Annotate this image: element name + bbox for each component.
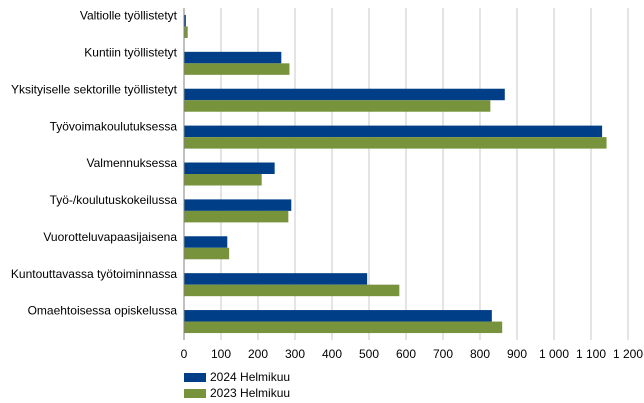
category-label: Yksityiselle sektorille työllistetyt <box>11 82 178 96</box>
category-label: Vuorotteluvapaasijaisena <box>43 230 177 244</box>
legend-label: 2024 Helmikuu <box>210 370 290 384</box>
bar-series-1 <box>184 14 186 27</box>
category-label: Kuntouttavassa työtoiminnassa <box>11 267 177 281</box>
category-label: Työvoimakoulutuksessa <box>50 119 178 133</box>
x-tick-labels: 0 100 200 300 400 500 600 700 800 900 1 000 1 100 1 … <box>181 347 644 361</box>
x-tick-label: 500 <box>359 347 379 361</box>
x-tick-label: 1 000 <box>539 347 569 361</box>
legend-label: 2023 Helmikuu <box>210 386 290 400</box>
bar-series-1 <box>184 236 228 248</box>
bar-series-2 <box>184 210 289 223</box>
bar-series-1 <box>184 162 275 174</box>
x-tick-label: 800 <box>470 347 490 361</box>
x-tick-label: 1 100 <box>576 347 606 361</box>
category-labels: Valtiolle työllistetyt Kuntiin työllistet… <box>11 9 178 318</box>
category-label: Valmennuksessa <box>87 156 178 170</box>
x-tick-label: 700 <box>433 347 453 361</box>
legend-swatch <box>184 389 206 398</box>
x-tick-label: 900 <box>507 347 527 361</box>
category-label: Omaehtoisessa opiskelussa <box>28 304 178 318</box>
bar-series-1 <box>184 88 505 101</box>
x-tick-label: 600 <box>396 347 416 361</box>
x-tick-label: 0 <box>181 347 188 361</box>
bar-series-1 <box>184 125 603 138</box>
category-label: Valtiolle työllistetyt <box>80 9 178 23</box>
bar-series-1 <box>184 310 492 322</box>
category-label: Kuntiin työllistetyt <box>84 46 177 60</box>
bar-series-1 <box>184 273 368 285</box>
legend: 2024 Helmikuu 2023 Helmikuu <box>184 370 290 400</box>
bar-series-2 <box>184 284 400 297</box>
category-label: Työ-/koulutuskokeilussa <box>50 193 178 207</box>
bar-series-2 <box>184 63 290 75</box>
bar-series-1 <box>184 199 292 211</box>
x-tick-label: 1 200 <box>613 347 643 361</box>
bar-series-2 <box>184 26 188 38</box>
bar-series-2 <box>184 100 491 112</box>
bars <box>184 14 607 334</box>
bar-series-1 <box>184 51 282 64</box>
bar-series-2 <box>184 174 262 186</box>
bar-series-2 <box>184 247 230 260</box>
x-tick-label: 400 <box>322 347 342 361</box>
x-tick-label: 200 <box>248 347 268 361</box>
legend-swatch <box>184 373 206 382</box>
bar-series-2 <box>184 321 503 334</box>
bar-series-2 <box>184 137 607 149</box>
x-tick-label: 300 <box>285 347 305 361</box>
x-tick-label: 100 <box>211 347 231 361</box>
